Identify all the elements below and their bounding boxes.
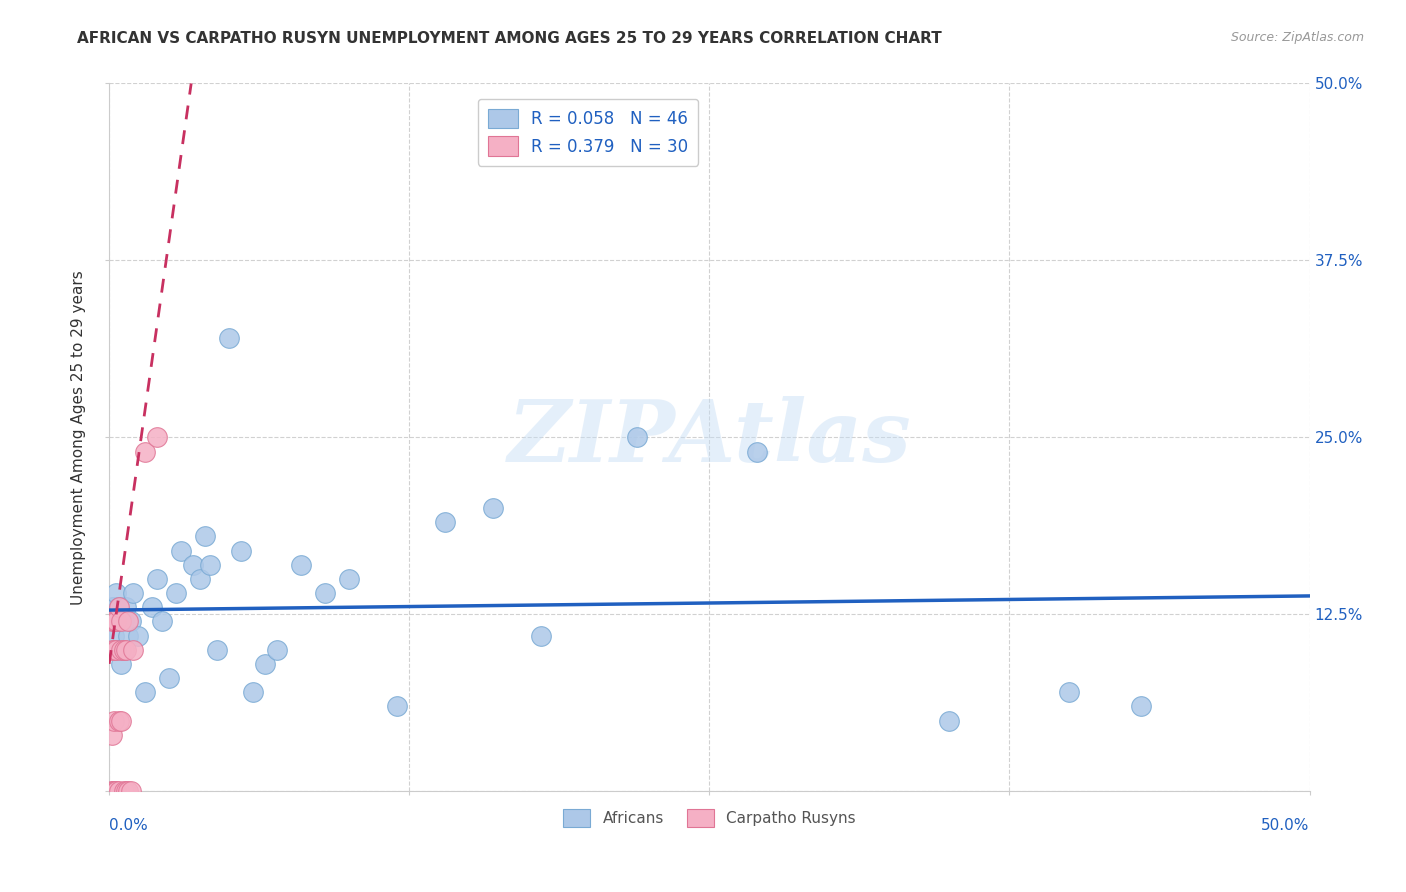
Point: [103, 615, 125, 629]
Point: [146, 430, 169, 444]
Point: [266, 642, 288, 657]
Point: [198, 558, 221, 572]
Point: [100, 600, 122, 615]
Point: [100, 784, 122, 798]
Point: [103, 784, 125, 798]
Point: [107, 600, 129, 615]
Point: [110, 657, 132, 671]
Point: [117, 784, 139, 798]
Point: [105, 784, 128, 798]
Point: [103, 642, 125, 657]
Point: [290, 558, 312, 572]
Point: [141, 600, 163, 615]
Point: [100, 728, 122, 742]
Point: [938, 714, 960, 728]
Point: [110, 642, 132, 657]
Point: [122, 642, 145, 657]
Text: AFRICAN VS CARPATHO RUSYN UNEMPLOYMENT AMONG AGES 25 TO 29 YEARS CORRELATION CHA: AFRICAN VS CARPATHO RUSYN UNEMPLOYMENT A…: [77, 31, 942, 46]
Point: [134, 444, 156, 458]
Point: [117, 615, 139, 629]
Point: [100, 615, 122, 629]
Point: [434, 516, 457, 530]
Point: [530, 629, 553, 643]
Point: [105, 615, 128, 629]
Point: [103, 600, 125, 615]
Point: [146, 572, 169, 586]
Point: [100, 784, 122, 798]
Point: [105, 784, 128, 798]
Point: [181, 558, 204, 572]
Point: [107, 600, 129, 615]
Point: [150, 615, 173, 629]
Point: [314, 586, 336, 600]
Legend: Africans, Carpatho Rusyns: Africans, Carpatho Rusyns: [557, 804, 862, 833]
Point: [134, 685, 156, 699]
Point: [254, 657, 277, 671]
Point: [115, 600, 138, 615]
Point: [110, 714, 132, 728]
Point: [110, 615, 132, 629]
Text: Source: ZipAtlas.com: Source: ZipAtlas.com: [1230, 31, 1364, 45]
Text: 0.0%: 0.0%: [110, 818, 148, 833]
Point: [242, 685, 264, 699]
Point: [626, 430, 648, 444]
Point: [127, 629, 149, 643]
Point: [112, 615, 135, 629]
Point: [1059, 685, 1081, 699]
Point: [105, 586, 128, 600]
Point: [110, 615, 132, 629]
Point: [122, 586, 145, 600]
Point: [112, 784, 135, 798]
Point: [190, 572, 212, 586]
Point: [112, 642, 135, 657]
Point: [105, 642, 128, 657]
Text: 50.0%: 50.0%: [1261, 818, 1309, 833]
Point: [117, 629, 139, 643]
Point: [165, 586, 187, 600]
Point: [387, 699, 409, 714]
Point: [205, 642, 228, 657]
Point: [115, 642, 138, 657]
Point: [120, 784, 142, 798]
Point: [120, 615, 142, 629]
Point: [218, 331, 240, 345]
Point: [100, 642, 122, 657]
Point: [103, 629, 125, 643]
Point: [107, 784, 129, 798]
Point: [105, 615, 128, 629]
Point: [170, 543, 193, 558]
Point: [103, 714, 125, 728]
Point: [107, 642, 129, 657]
Point: [231, 543, 253, 558]
Point: [115, 784, 138, 798]
Point: [105, 642, 128, 657]
Point: [112, 642, 135, 657]
Point: [1130, 699, 1153, 714]
Point: [482, 501, 505, 516]
Point: [157, 671, 180, 685]
Point: [194, 529, 217, 543]
Point: [747, 444, 769, 458]
Point: [107, 714, 129, 728]
Point: [337, 572, 360, 586]
Text: ZIPAtlas: ZIPAtlas: [508, 396, 911, 479]
Y-axis label: Unemployment Among Ages 25 to 29 years: Unemployment Among Ages 25 to 29 years: [72, 270, 86, 605]
Point: [103, 784, 125, 798]
